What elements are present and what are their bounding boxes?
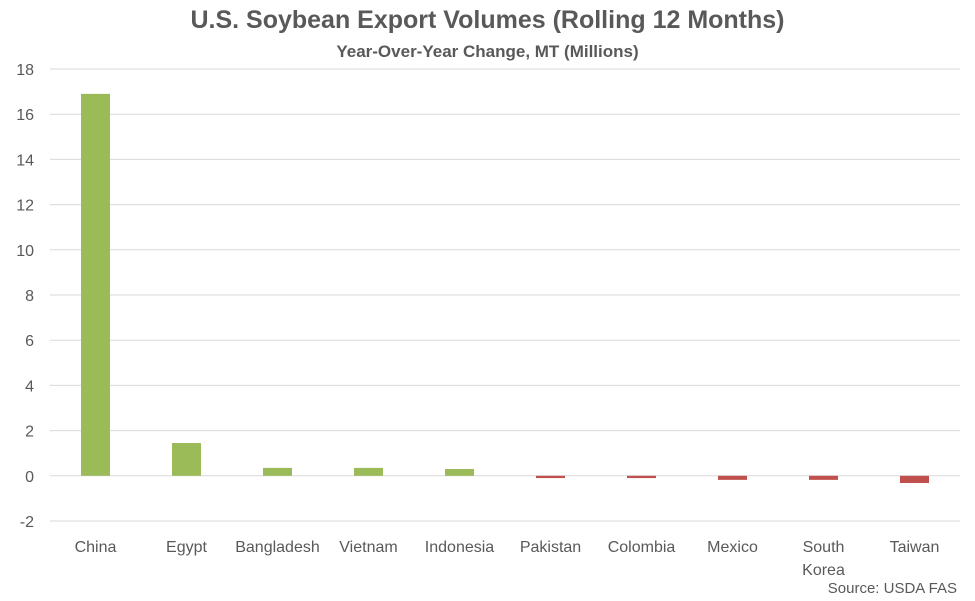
y-tick-label: 10 <box>16 243 34 260</box>
x-category-label: Bangladesh <box>235 539 320 556</box>
x-category-label: South <box>803 539 845 556</box>
bar <box>718 475 747 480</box>
y-tick-label: 6 <box>25 333 34 350</box>
x-category-label: Mexico <box>707 539 758 556</box>
x-category-label: Egypt <box>166 539 207 556</box>
y-tick-label: 4 <box>25 378 34 395</box>
bar <box>263 467 292 476</box>
x-category-label: Korea <box>802 562 845 579</box>
y-tick-label: 0 <box>25 469 34 486</box>
y-tick-label: -2 <box>20 514 34 531</box>
bar <box>445 469 474 476</box>
bar <box>354 467 383 476</box>
y-tick-label: 2 <box>25 424 34 441</box>
y-tick-label: 18 <box>16 62 34 79</box>
y-tick-label: 14 <box>16 152 34 169</box>
chart-title: U.S. Soybean Export Volumes (Rolling 12 … <box>190 6 785 34</box>
bar <box>172 443 201 476</box>
x-category-label: Indonesia <box>425 539 494 556</box>
bar <box>536 475 565 479</box>
x-category-label: Vietnam <box>339 539 397 556</box>
y-tick-label: 12 <box>16 198 34 215</box>
x-category-label: Pakistan <box>520 539 581 556</box>
x-category-label: China <box>75 539 117 556</box>
source-note: Source: USDA FAS <box>827 580 957 597</box>
x-category-label: Taiwan <box>890 539 940 556</box>
bar <box>900 475 929 484</box>
y-tick-label: 8 <box>25 288 34 305</box>
x-category-label: Colombia <box>608 539 676 556</box>
y-tick-label: 16 <box>16 107 34 124</box>
bar <box>81 93 110 476</box>
bar <box>809 475 838 480</box>
bar <box>627 475 656 479</box>
chart-subtitle: Year-Over-Year Change, MT (Millions) <box>336 42 639 61</box>
